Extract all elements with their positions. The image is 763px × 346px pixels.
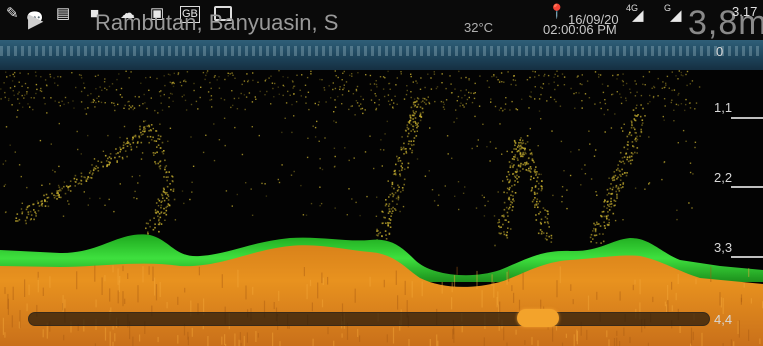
- network-g-label: G: [664, 3, 672, 13]
- depth-label-4: 4,4: [714, 312, 733, 327]
- network-4g-label: 4G: [626, 3, 639, 13]
- signal-icon: ◢: [632, 7, 644, 24]
- depth-label-2: 2,2: [714, 170, 733, 185]
- date-label: 16/09/20: [568, 12, 619, 27]
- depth-label-0: 0: [716, 44, 724, 59]
- depth-tick-2: [731, 186, 763, 188]
- signal-icon-2: ◢: [670, 7, 682, 24]
- game-icon: ■: [90, 5, 100, 22]
- chat-icon: 💬: [26, 10, 44, 26]
- sonar-echo-graphic: [0, 70, 763, 346]
- temperature-label: 32°C: [464, 20, 494, 35]
- status-bar: ✎ 💬 ▶ ▤ ■ ☁ ▣ GB Rambutan, Banyuasin, S …: [0, 0, 763, 42]
- gallery-icon: ▣: [150, 5, 165, 22]
- depth-readout: 3,8m: [688, 4, 763, 42]
- surface-clutter: [0, 46, 763, 56]
- location-label: Rambutan, Banyuasin, S: [95, 10, 339, 35]
- surface-band: [0, 40, 763, 70]
- depth-label-1: 1,1: [714, 100, 733, 115]
- gesture-icon: ✎: [6, 5, 19, 22]
- document-icon: ▤: [56, 5, 71, 22]
- history-scrollbar-thumb[interactable]: [517, 309, 559, 327]
- depth-label-3: 3,3: [714, 240, 733, 255]
- cloud-icon: ☁: [120, 5, 135, 22]
- depth-tick-1: [731, 117, 763, 119]
- play-icon[interactable]: ▶: [28, 10, 44, 32]
- sonar-display: [0, 70, 763, 346]
- echo-noise: [0, 70, 701, 222]
- location-pin-icon: 📍: [548, 3, 566, 19]
- history-scrollbar[interactable]: [28, 312, 710, 326]
- fish-arches: [15, 97, 646, 247]
- depth-tick-3: [731, 256, 763, 258]
- time-label: 02:00:06 PM: [543, 22, 617, 37]
- screen-icon: [214, 6, 232, 24]
- battery-label: 3.17: [732, 4, 758, 19]
- gb-icon: GB: [180, 6, 200, 23]
